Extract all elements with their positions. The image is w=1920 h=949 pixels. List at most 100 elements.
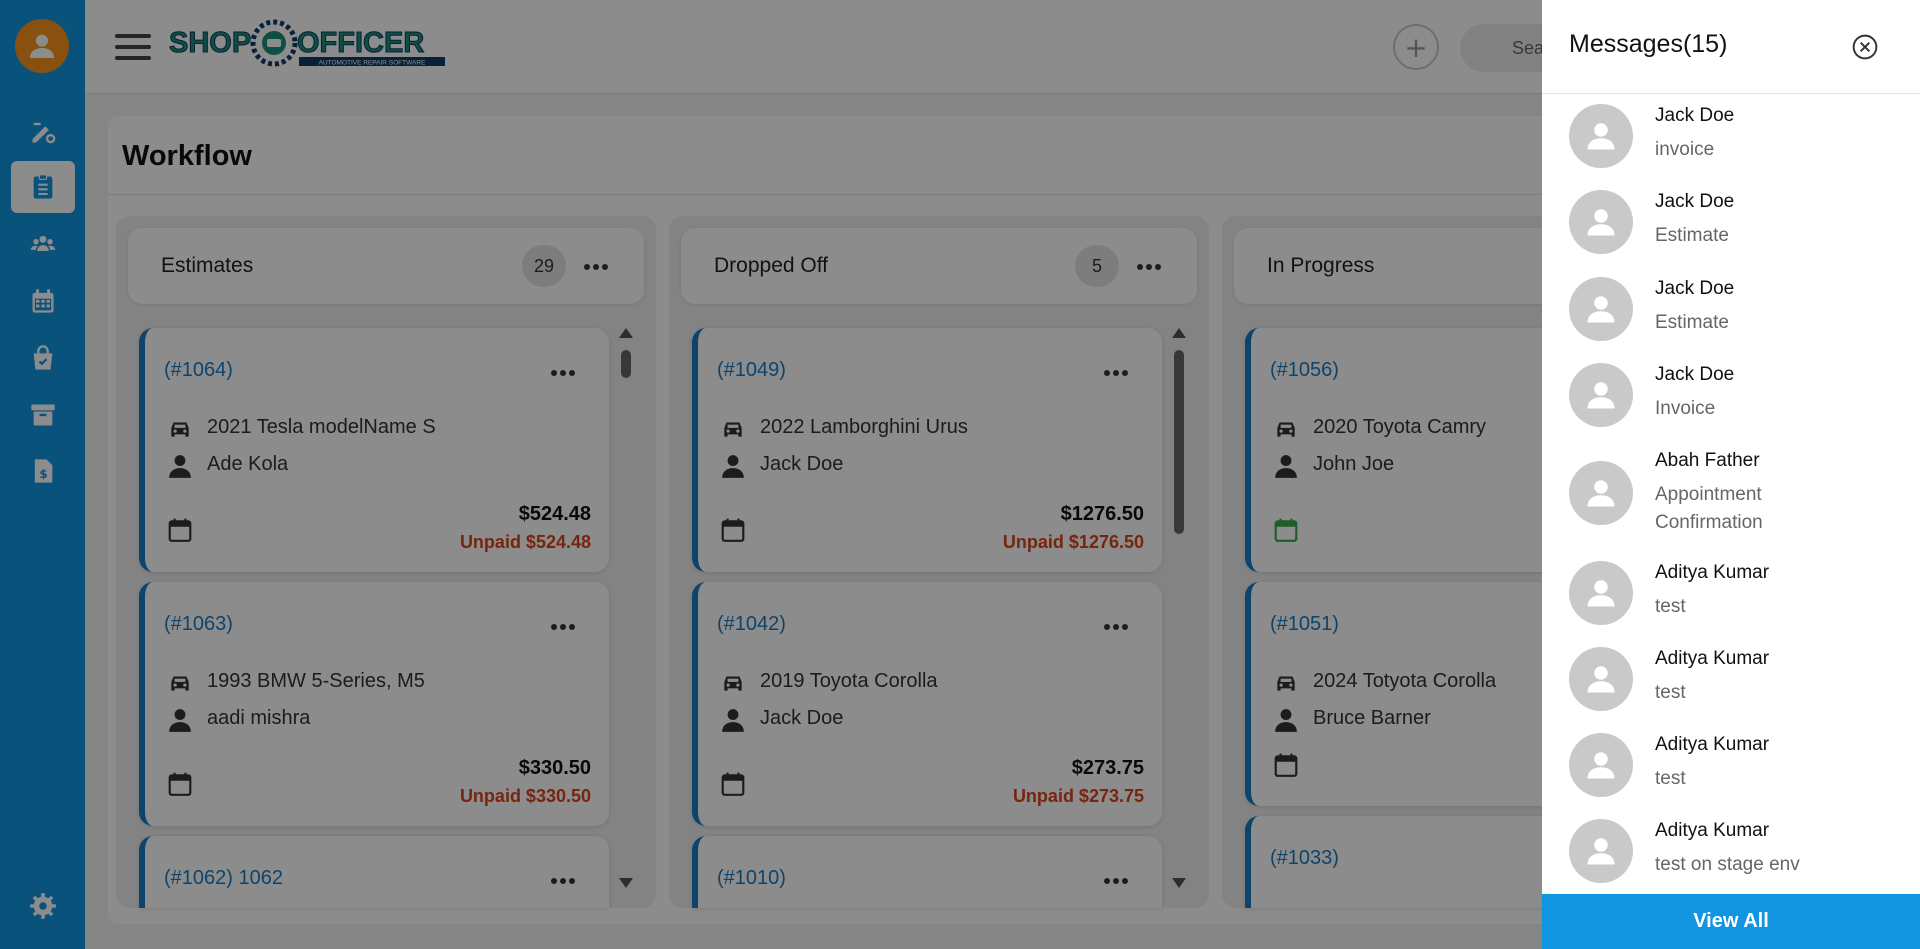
- card-more-icon[interactable]: [551, 368, 575, 378]
- scroll-down-arrow-icon[interactable]: [619, 878, 633, 888]
- vehicle-name: 2020 Toyota Camry: [1313, 416, 1487, 438]
- message-sender: Aditya Kumar: [1655, 820, 1770, 841]
- job-card[interactable]: (#1063) 1993 BMW 5-Series, M5 aadi mishr…: [139, 582, 609, 826]
- close-icon[interactable]: [1852, 34, 1878, 60]
- column-scrollbar[interactable]: [619, 328, 633, 892]
- svg-text:OFFICER: OFFICER: [297, 27, 424, 59]
- sidebar-item-archive[interactable]: [11, 389, 75, 441]
- message-sender: Jack Doe: [1655, 278, 1735, 299]
- customer-name: aadi mishra: [207, 707, 311, 729]
- customer-name: Jack Doe: [760, 453, 844, 475]
- sidebar-item-sign-settings[interactable]: [11, 105, 75, 157]
- unpaid-amount: Unpaid $524.48: [459, 532, 591, 552]
- card-more-icon[interactable]: [1104, 876, 1128, 886]
- avatar: [1569, 363, 1633, 427]
- car-icon: [171, 676, 189, 691]
- message-preview: test on stage env: [1655, 854, 1800, 875]
- unpaid-amount: Unpaid $273.75: [1012, 786, 1144, 806]
- total-amount: $1276.50: [1060, 503, 1144, 525]
- job-id-link[interactable]: (#1062) 1062: [164, 867, 283, 889]
- job-id-link[interactable]: (#1064): [164, 359, 233, 381]
- scroll-up-arrow-icon[interactable]: [1172, 328, 1186, 338]
- person-icon: [1275, 455, 1297, 478]
- calendar-icon[interactable]: [1273, 517, 1299, 543]
- user-icon: [1587, 209, 1615, 236]
- invoice-dollar-icon: $: [34, 459, 53, 483]
- menu-toggle-icon[interactable]: [115, 34, 151, 60]
- sidebar-item-calendar[interactable]: [11, 275, 75, 327]
- job-card[interactable]: (#1049) 2022 Lamborghini Urus Jack Doe $…: [692, 328, 1162, 572]
- job-id-link[interactable]: (#1056): [1270, 359, 1339, 381]
- sidebar-item-invoices[interactable]: $: [11, 445, 75, 497]
- avatar: [1569, 277, 1633, 341]
- avatar: [1569, 733, 1633, 797]
- customer-name: Jack Doe: [760, 707, 844, 729]
- calendar-icon[interactable]: [167, 771, 193, 797]
- total-amount: $273.75: [1071, 757, 1144, 779]
- message-preview: invoice: [1655, 139, 1715, 160]
- customer-name: Bruce Barner: [1313, 707, 1431, 729]
- card-more-icon[interactable]: [1104, 368, 1128, 378]
- job-card[interactable]: (#1064) 2021 Tesla modelName S Ade Kola …: [139, 328, 609, 572]
- user-avatar[interactable]: [15, 19, 69, 73]
- column-header: Estimates 29: [128, 228, 644, 304]
- car-icon: [171, 422, 189, 437]
- calendar-icon[interactable]: [720, 517, 746, 543]
- column-more-icon[interactable]: [584, 262, 608, 272]
- scroll-up-arrow-icon[interactable]: [619, 328, 633, 338]
- sidebar-item-customers[interactable]: [11, 218, 75, 270]
- message-sender: Aditya Kumar: [1655, 562, 1770, 583]
- modal-backdrop[interactable]: [0, 0, 1542, 949]
- message-preview: Estimate: [1655, 312, 1729, 333]
- calendar-icon[interactable]: [1273, 752, 1299, 778]
- person-icon: [1275, 709, 1297, 732]
- column-scrollbar[interactable]: [1172, 328, 1186, 892]
- divider: [108, 194, 1908, 195]
- avatar: [1569, 819, 1633, 883]
- job-id-link[interactable]: (#1051): [1270, 613, 1339, 635]
- job-card[interactable]: (#1010): [692, 836, 1162, 908]
- message-sender: Aditya Kumar: [1655, 734, 1770, 755]
- add-button[interactable]: +: [1393, 24, 1439, 70]
- column-dropped-off: Dropped Off 5 (#1049) 2022 Lamborghini U…: [669, 216, 1209, 908]
- view-all-button[interactable]: View All: [1542, 894, 1920, 949]
- job-id-link[interactable]: (#1063): [164, 613, 233, 635]
- column-more-icon[interactable]: [1137, 262, 1161, 272]
- user-icon: [1587, 296, 1615, 323]
- person-icon: [169, 709, 191, 732]
- user-icon: [1587, 838, 1615, 865]
- message-preview: Invoice: [1655, 398, 1716, 419]
- user-icon: [1587, 752, 1615, 779]
- customer-name: Ade Kola: [207, 453, 289, 475]
- sidebar-item-shop[interactable]: [11, 332, 75, 384]
- job-id-link[interactable]: (#1033): [1270, 847, 1339, 869]
- user-icon: [1587, 123, 1615, 150]
- user-icon: [30, 34, 54, 58]
- column-title: Dropped Off: [714, 254, 829, 277]
- sidebar-item-workflow[interactable]: [11, 161, 75, 213]
- unpaid-amount: Unpaid $1276.50: [1002, 532, 1144, 552]
- scroll-thumb[interactable]: [621, 350, 631, 378]
- user-icon: [1587, 580, 1615, 607]
- card-more-icon[interactable]: [551, 876, 575, 886]
- job-card[interactable]: (#1042) 2019 Toyota Corolla Jack Doe $27…: [692, 582, 1162, 826]
- column-estimates: Estimates 29 (#1064) 2021 Tesla modelNam…: [116, 216, 656, 908]
- scroll-thumb[interactable]: [1174, 350, 1184, 534]
- job-card[interactable]: (#1062) 1062: [139, 836, 609, 908]
- card-more-icon[interactable]: [551, 622, 575, 632]
- scroll-down-arrow-icon[interactable]: [1172, 878, 1186, 888]
- calendar-icon[interactable]: [167, 517, 193, 543]
- user-icon: [1587, 480, 1615, 507]
- shopping-bag-icon: [33, 345, 53, 370]
- vehicle-name: 1993 BMW 5-Series, M5: [207, 670, 425, 692]
- calendar-icon[interactable]: [720, 771, 746, 797]
- column-header: Dropped Off 5: [681, 228, 1197, 304]
- avatar: [1569, 190, 1633, 254]
- car-icon: [724, 422, 742, 437]
- job-id-link[interactable]: (#1049): [717, 359, 786, 381]
- page-title: Workflow: [122, 140, 252, 172]
- card-more-icon[interactable]: [1104, 622, 1128, 632]
- job-id-link[interactable]: (#1042): [717, 613, 786, 635]
- sidebar-item-settings[interactable]: [11, 880, 75, 932]
- job-id-link[interactable]: (#1010): [717, 867, 786, 889]
